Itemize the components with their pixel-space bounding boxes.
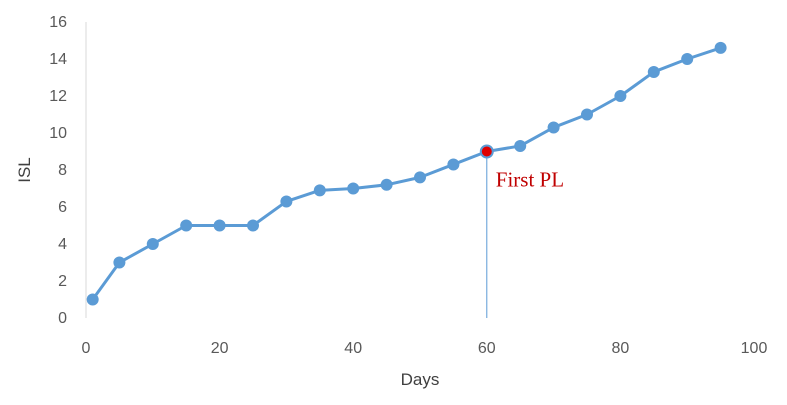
data-point	[547, 121, 560, 134]
y-tick-label: 0	[58, 310, 67, 327]
y-tick-label: 14	[49, 51, 67, 68]
x-tick-label: 60	[478, 340, 496, 357]
data-point	[614, 90, 627, 102]
data-point	[113, 256, 126, 269]
data-point	[647, 65, 660, 78]
data-point	[414, 171, 426, 184]
x-tick-label: 20	[211, 340, 229, 357]
data-point	[180, 219, 193, 232]
x-tick-label: 100	[741, 340, 768, 357]
data-point	[280, 195, 293, 208]
data-point	[86, 293, 99, 306]
annotation-label: First PL	[496, 168, 564, 192]
y-axis-ticks: 0 2 4 6 8 10 12 14 16	[49, 14, 67, 327]
x-tick-label: 80	[612, 340, 630, 357]
data-point	[247, 219, 259, 232]
series-line	[91, 46, 722, 301]
data-point	[213, 219, 226, 232]
data-point	[581, 108, 593, 121]
data-point	[380, 178, 393, 191]
x-tick-label: 0	[82, 340, 91, 357]
series-layer	[86, 41, 727, 306]
data-point	[514, 139, 527, 152]
highlighted-data-point	[479, 144, 494, 159]
y-tick-label: 8	[58, 162, 67, 179]
x-tick-label: 40	[344, 340, 362, 357]
y-tick-label: 12	[49, 88, 67, 105]
y-tick-label: 4	[58, 236, 67, 253]
y-tick-label: 16	[49, 14, 67, 31]
x-axis-ticks: 0 20 40 60 80 100	[82, 340, 768, 357]
data-point	[681, 53, 694, 65]
data-point	[313, 184, 326, 197]
y-tick-label: 10	[49, 125, 67, 142]
data-point	[447, 158, 460, 171]
y-axis-title: ISL	[15, 157, 34, 183]
x-axis-title: Days	[401, 370, 440, 389]
data-point	[714, 41, 727, 54]
data-point	[146, 238, 159, 250]
annotation-layer: First PL	[486, 151, 564, 318]
y-tick-label: 2	[58, 273, 67, 290]
data-point	[347, 182, 360, 195]
y-tick-label: 6	[58, 199, 67, 216]
